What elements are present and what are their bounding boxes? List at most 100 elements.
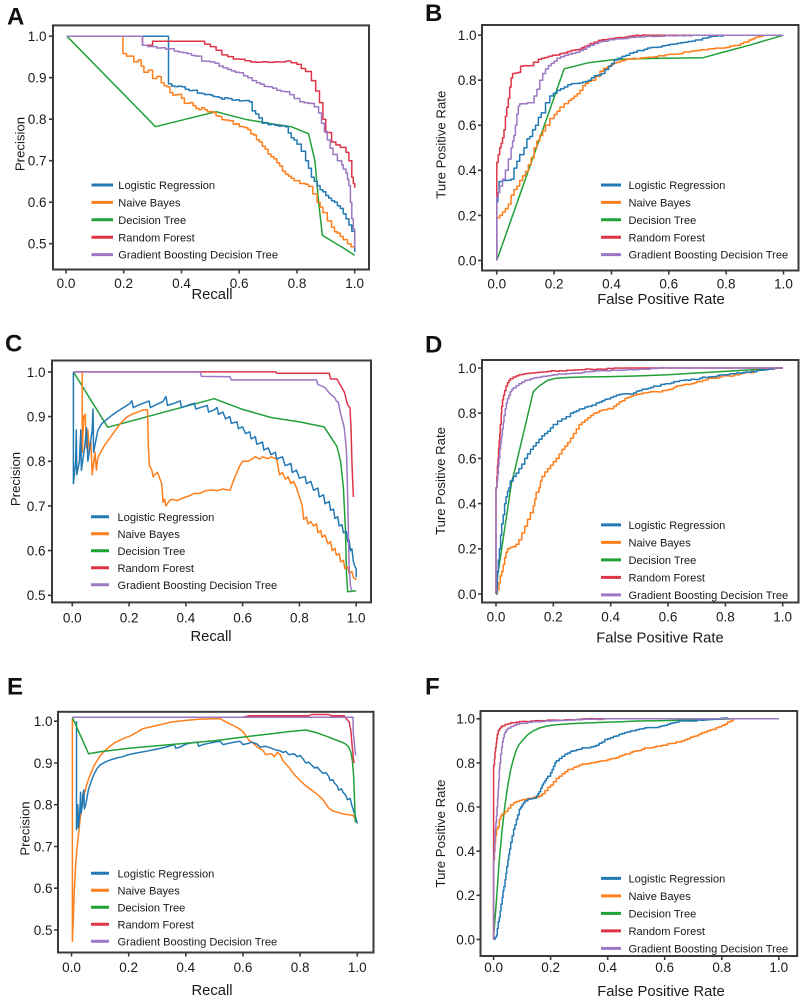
svg-text:1.0: 1.0 [774, 276, 793, 291]
svg-text:0.6: 0.6 [659, 276, 678, 291]
svg-text:Gradient Boosting Decision Tre: Gradient Boosting Decision Tree [118, 936, 278, 948]
svg-text:Gradient Boosting Decision Tre: Gradient Boosting Decision Tree [118, 580, 278, 592]
svg-text:0.6: 0.6 [659, 610, 678, 625]
svg-text:1.0: 1.0 [34, 714, 53, 729]
svg-text:Decision Tree: Decision Tree [629, 909, 697, 921]
svg-text:B: B [425, 0, 442, 27]
svg-text:1.0: 1.0 [769, 960, 788, 975]
svg-text:Decision Tree: Decision Tree [118, 215, 186, 227]
svg-text:1.0: 1.0 [458, 28, 477, 43]
svg-text:Decision Tree: Decision Tree [629, 555, 697, 567]
svg-text:0.2: 0.2 [119, 960, 138, 975]
svg-text:Recall: Recall [190, 629, 231, 645]
svg-text:0.4: 0.4 [458, 497, 477, 512]
svg-text:0.2: 0.2 [541, 960, 560, 975]
svg-text:Logistic Regression: Logistic Regression [118, 512, 215, 524]
svg-text:Gradient Boosting Decision Tre: Gradient Boosting Decision Tree [118, 250, 278, 262]
svg-text:0.5: 0.5 [28, 237, 47, 252]
svg-text:0.0: 0.0 [63, 611, 82, 626]
svg-text:0.4: 0.4 [456, 844, 475, 859]
svg-text:1.0: 1.0 [345, 276, 364, 291]
svg-text:0.7: 0.7 [34, 839, 53, 854]
svg-text:0.7: 0.7 [27, 499, 46, 514]
svg-text:0.8: 0.8 [717, 276, 736, 291]
svg-text:Random Forest: Random Forest [629, 573, 705, 585]
svg-text:0.8: 0.8 [290, 611, 309, 626]
svg-text:Gradient Boosting Decision Tre: Gradient Boosting Decision Tree [629, 944, 789, 956]
svg-text:Precision: Precision [17, 801, 32, 855]
svg-text:0.6: 0.6 [458, 118, 477, 133]
svg-text:0.8: 0.8 [28, 112, 47, 127]
svg-text:Precision: Precision [13, 117, 28, 171]
svg-text:0.6: 0.6 [27, 544, 46, 559]
svg-text:Naive Bayes: Naive Bayes [118, 529, 181, 541]
svg-text:0.8: 0.8 [456, 756, 475, 771]
svg-text:Random Forest: Random Forest [118, 919, 194, 931]
svg-text:0.8: 0.8 [34, 798, 53, 813]
svg-text:0.6: 0.6 [234, 960, 253, 975]
svg-text:0.4: 0.4 [598, 960, 617, 975]
svg-text:0.8: 0.8 [291, 960, 310, 975]
svg-text:Gradient Boosting Decision Tre: Gradient Boosting Decision Tree [629, 250, 789, 262]
svg-text:1.0: 1.0 [456, 712, 475, 727]
svg-text:Ture Positive Rate: Ture Positive Rate [433, 780, 448, 888]
svg-text:Logistic Regression: Logistic Regression [118, 868, 215, 880]
svg-text:0.8: 0.8 [458, 73, 477, 88]
svg-text:Naive Bayes: Naive Bayes [118, 198, 181, 210]
svg-text:Random Forest: Random Forest [118, 563, 194, 575]
svg-text:1.0: 1.0 [348, 960, 367, 975]
svg-text:0.4: 0.4 [176, 960, 195, 975]
svg-text:Random Forest: Random Forest [118, 232, 194, 244]
svg-text:1.0: 1.0 [773, 610, 792, 625]
svg-text:0.4: 0.4 [172, 276, 191, 291]
svg-text:0.6: 0.6 [458, 451, 477, 466]
svg-text:Naive Bayes: Naive Bayes [629, 891, 692, 903]
svg-text:1.0: 1.0 [458, 361, 477, 376]
svg-text:Naive Bayes: Naive Bayes [629, 198, 692, 210]
svg-text:False Positive Rate: False Positive Rate [597, 292, 724, 308]
svg-text:0.9: 0.9 [34, 756, 53, 771]
svg-text:0.0: 0.0 [458, 587, 477, 602]
svg-text:0.6: 0.6 [456, 800, 475, 815]
svg-text:0.5: 0.5 [34, 923, 53, 938]
svg-text:0.8: 0.8 [458, 406, 477, 421]
svg-text:0.2: 0.2 [545, 276, 564, 291]
svg-text:0.4: 0.4 [458, 163, 477, 178]
svg-text:False Positive Rate: False Positive Rate [597, 984, 724, 1000]
svg-text:0.0: 0.0 [62, 960, 81, 975]
svg-text:0.6: 0.6 [655, 960, 674, 975]
svg-text:1.0: 1.0 [27, 365, 46, 380]
svg-text:0.8: 0.8 [288, 276, 307, 291]
svg-text:0.0: 0.0 [487, 610, 506, 625]
svg-text:Decision Tree: Decision Tree [629, 215, 697, 227]
svg-text:0.8: 0.8 [712, 960, 731, 975]
svg-text:Recall: Recall [191, 287, 232, 303]
svg-text:E: E [7, 674, 23, 701]
svg-text:Logistic Regression: Logistic Regression [629, 874, 726, 886]
svg-text:1.0: 1.0 [347, 611, 366, 626]
svg-text:Decision Tree: Decision Tree [118, 546, 186, 558]
svg-text:D: D [425, 332, 442, 359]
svg-text:Gradient Boosting Decision Tre: Gradient Boosting Decision Tree [629, 590, 789, 602]
svg-text:0.0: 0.0 [458, 253, 477, 268]
svg-text:0.9: 0.9 [27, 410, 46, 425]
svg-text:0.5: 0.5 [27, 588, 46, 603]
svg-text:Naive Bayes: Naive Bayes [118, 885, 181, 897]
svg-text:0.2: 0.2 [458, 542, 477, 557]
svg-text:0.0: 0.0 [487, 276, 506, 291]
svg-text:Ture Positive Rate: Ture Positive Rate [434, 91, 449, 199]
svg-text:Logistic Regression: Logistic Regression [118, 180, 215, 192]
svg-text:0.7: 0.7 [28, 154, 47, 169]
svg-text:0.2: 0.2 [458, 208, 477, 223]
svg-text:0.6: 0.6 [230, 276, 249, 291]
svg-text:0.9: 0.9 [28, 71, 47, 86]
svg-text:0.0: 0.0 [456, 932, 475, 947]
svg-text:0.6: 0.6 [233, 611, 252, 626]
svg-text:Ture Positive Rate: Ture Positive Rate [433, 427, 448, 535]
svg-text:Decision Tree: Decision Tree [118, 902, 186, 914]
svg-text:Precision: Precision [8, 452, 23, 506]
svg-text:A: A [7, 4, 24, 31]
svg-text:0.2: 0.2 [456, 888, 475, 903]
svg-text:False Positive Rate: False Positive Rate [596, 631, 723, 647]
svg-text:0.4: 0.4 [177, 611, 196, 626]
